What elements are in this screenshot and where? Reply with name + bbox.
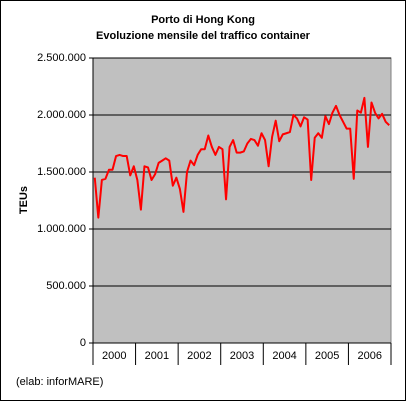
x-tick-label: 2000: [102, 350, 126, 362]
y-tick-label: 0: [80, 337, 86, 349]
y-tick-label: 500.000: [46, 280, 86, 292]
data-line: [93, 96, 390, 219]
x-tick-label: 2005: [315, 350, 339, 362]
y-tick-label: 1.000.000: [37, 223, 86, 235]
chart-subtitle: Evoluzione mensile del traffico containe…: [96, 30, 311, 42]
x-tick-label: 2002: [187, 350, 211, 362]
chart-title: Porto di Hong Kong: [151, 14, 255, 26]
y-tick-label: 1.500.000: [37, 166, 86, 178]
x-tick-label: 2003: [230, 350, 254, 362]
source-note: (elab: inforMARE): [16, 376, 103, 388]
x-tick-label: 2004: [272, 350, 296, 362]
y-tick-label: 2.000.000: [37, 109, 86, 121]
plot-area: [92, 57, 392, 344]
y-axis-label: TEUs: [18, 186, 30, 214]
y-tick-label: 2.500.000: [37, 52, 86, 64]
x-tick-label: 2001: [145, 350, 169, 362]
x-tick-label: 2006: [357, 350, 381, 362]
